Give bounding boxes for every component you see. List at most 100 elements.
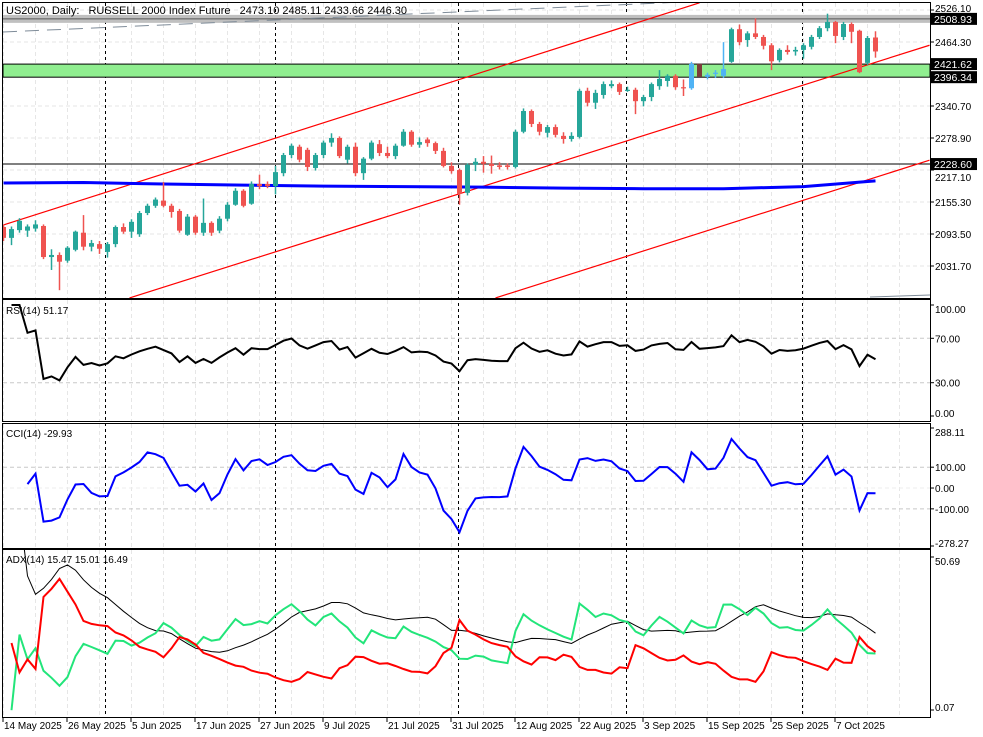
candle-body: [577, 90, 582, 137]
candle-body: [337, 137, 342, 157]
price-panel[interactable]: [1, 1, 930, 298]
candle: [521, 108, 526, 134]
candle-body: [681, 87, 686, 89]
candle: [753, 18, 758, 40]
date-label: 22 Aug 2025: [580, 721, 637, 732]
candle-body: [305, 149, 310, 167]
candle: [73, 230, 78, 252]
candle: [513, 129, 518, 169]
candle-body: [257, 184, 262, 187]
moving-average-line: [3, 179, 876, 191]
candle-body: [225, 204, 230, 219]
rsi-label: RSI(14) 51.17: [6, 306, 69, 317]
candle-body: [841, 24, 846, 37]
trend-line-fragment: [869, 294, 930, 298]
plus-di-line: [10, 601, 876, 711]
candle-body: [329, 137, 334, 143]
candle-body: [649, 84, 654, 98]
candle-body: [689, 63, 694, 89]
candle: [185, 214, 190, 236]
price-label-box: [931, 12, 977, 25]
candle-body: [769, 45, 774, 62]
price-label-box: [931, 158, 977, 171]
candle: [713, 70, 718, 78]
candle-body: [513, 131, 518, 167]
candle: [81, 215, 86, 251]
cci-panel[interactable]: [26, 437, 876, 535]
candle-body: [57, 254, 62, 262]
candle-body: [449, 165, 454, 172]
candle-body: [465, 164, 470, 193]
candle: [497, 162, 502, 170]
candle-body: [537, 123, 542, 132]
candle: [209, 221, 214, 236]
candle: [809, 34, 814, 50]
candle: [361, 157, 366, 180]
candle: [545, 124, 550, 138]
candle: [489, 155, 494, 174]
candle-body: [625, 89, 630, 91]
candle: [657, 70, 662, 90]
candle-body: [9, 229, 14, 238]
candle-body: [3, 227, 6, 238]
candle: [153, 197, 158, 208]
candle-body: [697, 63, 702, 77]
candle-body: [297, 146, 302, 160]
candle-body: [641, 97, 646, 102]
candle: [601, 81, 606, 99]
candle-body: [673, 75, 678, 88]
candle: [649, 82, 654, 102]
price-tick-label: 2031.70: [935, 262, 972, 273]
candle-body: [801, 45, 806, 50]
cci-tick-label: -100.00: [935, 505, 969, 516]
candle-body: [873, 37, 878, 52]
candle: [841, 21, 846, 41]
candle-body: [473, 161, 478, 165]
date-label: 12 Aug 2025: [516, 721, 573, 732]
candle: [105, 242, 110, 258]
candle-body: [241, 190, 246, 206]
candle: [745, 31, 750, 47]
long-term-trend-line: [3, 3, 672, 33]
candle: [673, 74, 678, 90]
candle: [633, 87, 638, 115]
adx-panel[interactable]: [10, 408, 877, 711]
candle-body: [177, 210, 182, 231]
candle: [161, 181, 166, 208]
candle-body: [249, 184, 254, 204]
candle-body: [17, 220, 22, 231]
candle: [737, 24, 742, 46]
candle-body: [705, 74, 710, 77]
candle-body: [121, 227, 126, 232]
candle-body: [73, 231, 78, 250]
candle: [145, 203, 150, 216]
candle-body: [65, 247, 70, 261]
candle-body: [857, 30, 862, 73]
candle: [353, 142, 358, 177]
candle-body: [393, 145, 398, 157]
date-label: 3 Sep 2025: [644, 721, 696, 732]
candle: [625, 86, 630, 92]
candle: [273, 165, 278, 195]
rsi-panel[interactable]: [11, 304, 876, 382]
cci-label: CCI(14) -29.93: [6, 429, 73, 440]
candle: [129, 219, 134, 238]
candle-body: [865, 38, 870, 63]
price-label-support: 2228.60: [934, 159, 972, 171]
candle-body: [417, 142, 422, 145]
rsi-tick-label: 0.00: [935, 409, 955, 420]
candle-body: [585, 90, 590, 103]
candle: [369, 140, 374, 161]
candle: [257, 174, 262, 190]
adx-panel-frame: [2, 549, 931, 718]
candle-body: [553, 127, 558, 135]
minus-di-line: [10, 577, 877, 683]
cci-tick-label: -278.27: [935, 539, 969, 550]
candle: [665, 74, 670, 87]
candle: [449, 162, 454, 174]
candle-body: [233, 190, 238, 205]
candle-body: [729, 29, 734, 62]
candle: [593, 89, 598, 109]
